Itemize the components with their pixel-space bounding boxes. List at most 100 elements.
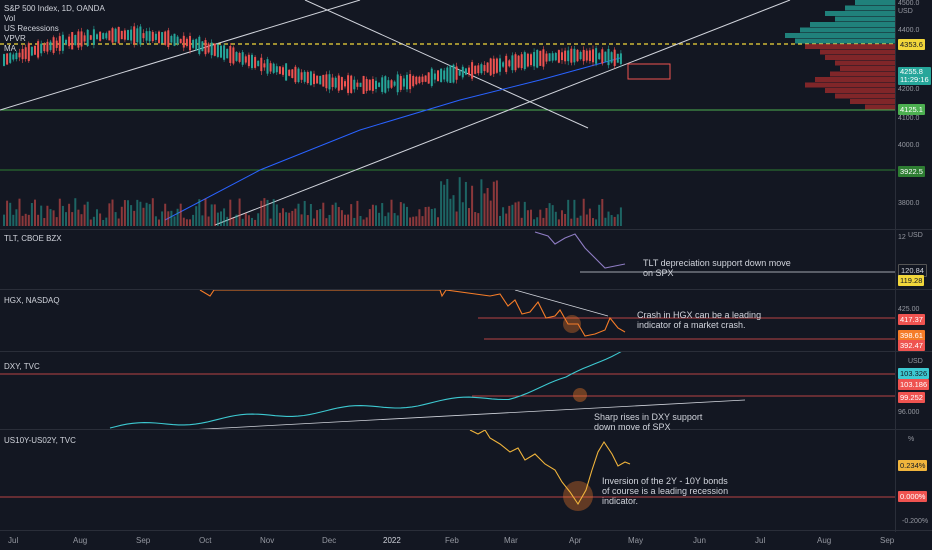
tlt-annotation[interactable]: TLT depreciation support down move on SP… xyxy=(643,258,791,278)
candle xyxy=(201,41,204,52)
candle xyxy=(424,75,427,82)
low-price-label: 3922.5 xyxy=(898,166,925,177)
spread-annotation[interactable]: Inversion of the 2Y - 10Y bonds of cours… xyxy=(602,476,729,506)
candle xyxy=(49,41,52,51)
volume-bar xyxy=(6,200,9,226)
hgx-price-label: 398.61 xyxy=(898,330,925,341)
volume-bar xyxy=(433,208,436,226)
candle xyxy=(489,58,492,76)
volume-bar xyxy=(294,208,297,226)
candle xyxy=(6,53,9,65)
tlt-legend[interactable]: TLT, CBOE BZX xyxy=(4,234,62,243)
time-tick: Oct xyxy=(199,536,212,545)
volume-bar xyxy=(220,211,222,226)
pane-divider[interactable] xyxy=(0,530,932,531)
spread-legend[interactable]: US10Y-US02Y, TVC xyxy=(4,436,76,445)
pane-divider[interactable] xyxy=(0,289,932,290)
candle xyxy=(130,29,133,41)
trendline xyxy=(304,0,589,129)
candle xyxy=(40,43,43,54)
dxy-annotation[interactable]: Sharp rises in DXY support down move of … xyxy=(594,412,703,430)
volume-bar xyxy=(52,210,55,226)
symbol-title[interactable]: S&P 500 Index, 1D, OANDA xyxy=(4,4,105,13)
volume-bar xyxy=(161,211,164,226)
volume-bar xyxy=(313,218,315,226)
candle xyxy=(523,52,526,70)
yield-spread-chart[interactable] xyxy=(0,430,895,530)
main-price-chart[interactable] xyxy=(0,0,895,230)
dxy-chart[interactable] xyxy=(0,352,895,430)
candle xyxy=(316,75,319,84)
dxy-currency: USD xyxy=(908,358,923,365)
tlt-chart[interactable] xyxy=(0,230,895,290)
spread-line xyxy=(469,430,631,506)
candle xyxy=(210,42,213,56)
recessions-indicator-label[interactable]: US Recessions xyxy=(4,24,59,33)
price-axis[interactable] xyxy=(895,0,932,532)
price-tick: 4000.0 xyxy=(898,142,920,149)
hgx-legend[interactable]: HGX, NASDAQ xyxy=(4,296,60,305)
candle xyxy=(570,48,573,63)
candle xyxy=(182,35,185,48)
tlt-level-label: 119.28 xyxy=(898,275,925,286)
candle xyxy=(536,49,539,68)
volume-bar xyxy=(554,211,557,226)
candle xyxy=(378,82,381,87)
volume-bar xyxy=(592,218,594,226)
bar-countdown: 11:29:16 xyxy=(900,75,929,84)
time-tick: Sep xyxy=(880,536,895,545)
volume-profile-bar xyxy=(810,22,895,27)
price-tick: 4100.0 xyxy=(898,115,920,122)
volume-bar xyxy=(213,204,216,226)
volume-bar xyxy=(437,217,439,226)
candle xyxy=(120,30,123,40)
volume-bar xyxy=(74,198,77,226)
volume-bar xyxy=(533,219,536,226)
highlight-circle xyxy=(573,388,587,402)
candle xyxy=(294,66,297,83)
candle xyxy=(282,67,284,75)
volume-bar xyxy=(489,200,492,226)
price-tick: 4500.0 xyxy=(898,0,920,7)
volume-bar xyxy=(322,202,325,226)
volume-bar xyxy=(173,216,176,226)
volume-bar xyxy=(542,217,545,226)
ma-indicator-label[interactable]: MA xyxy=(4,44,16,53)
candle xyxy=(154,33,157,40)
volume-bar xyxy=(71,212,74,226)
volume-bar xyxy=(30,202,33,226)
volume-bar xyxy=(418,209,421,226)
volume-bar xyxy=(585,214,588,226)
candle xyxy=(65,39,67,45)
volume-profile-bar xyxy=(845,5,895,11)
candle xyxy=(418,76,421,84)
candle xyxy=(604,51,607,62)
volume-bar xyxy=(461,202,464,226)
volume-profile-bar xyxy=(820,49,895,55)
hgx-annotation[interactable]: Crash in HGX can be a leading indicator … xyxy=(637,310,762,330)
pane-divider[interactable] xyxy=(0,351,932,352)
dxy-legend[interactable]: DXY, TVC xyxy=(4,362,40,371)
candle xyxy=(220,45,222,58)
vpvr-indicator-label[interactable]: VPVR xyxy=(4,34,26,43)
candle xyxy=(288,69,291,76)
hgx-chart[interactable] xyxy=(0,290,895,350)
volume-bar xyxy=(18,198,21,226)
volume-bar xyxy=(384,216,387,226)
last-price-value: 4255.8 xyxy=(900,67,923,76)
volume-profile-bar xyxy=(795,38,895,44)
volume-indicator-label[interactable]: Vol xyxy=(4,14,16,23)
candle xyxy=(303,71,306,82)
candle xyxy=(356,82,359,87)
volume-bar xyxy=(440,181,443,226)
candle xyxy=(313,73,315,85)
volume-bar xyxy=(291,210,294,226)
volume-bar xyxy=(77,209,80,226)
volume-bar xyxy=(114,212,117,226)
candle xyxy=(269,63,272,72)
pane-divider[interactable] xyxy=(0,229,932,230)
volume-bar xyxy=(610,215,613,226)
candle xyxy=(430,68,433,86)
pane-divider[interactable] xyxy=(0,429,932,430)
dxy-line xyxy=(109,352,622,429)
